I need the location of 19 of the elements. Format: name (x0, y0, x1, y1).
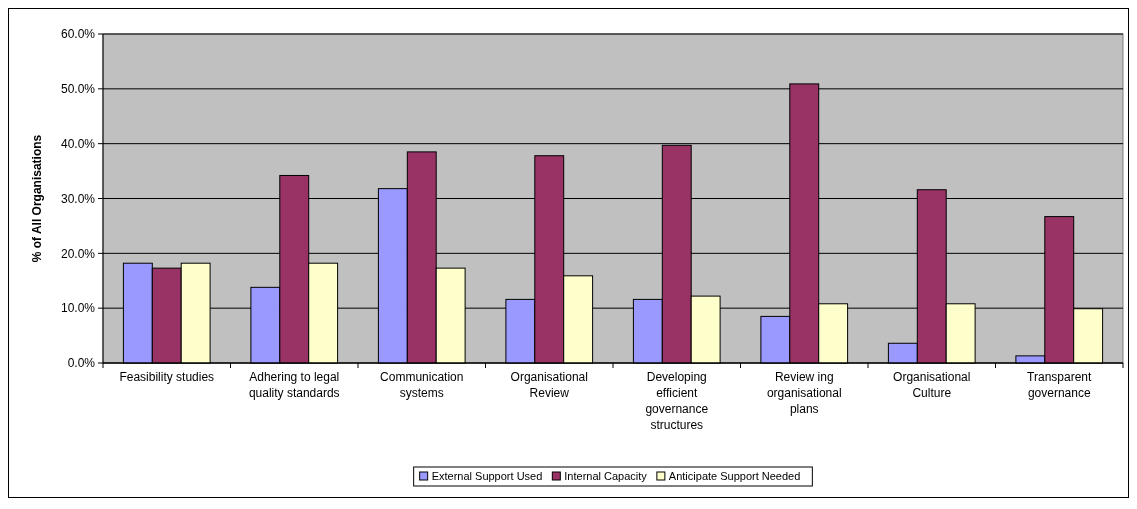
y-tick-label: 40.0% (60, 136, 96, 151)
x-tick-label: Developing efficient governance structures (645, 370, 709, 432)
x-tick-label: Feasibility studies (119, 370, 215, 384)
x-tick-label: Review ing organisational plans (766, 370, 842, 416)
x-tick-label: Organisational Review (510, 370, 588, 400)
legend-label: Internal Capacity (564, 469, 648, 482)
x-tick-label: Organisational Culture (893, 370, 971, 400)
y-tick-label: 30.0% (60, 191, 96, 206)
legend-label: External Support Used (431, 469, 543, 482)
y-tick-label: 20.0% (60, 246, 96, 261)
x-tick-label: Communication systems (380, 370, 464, 400)
y-tick-label: 50.0% (60, 82, 96, 97)
y-tick-label: 60.0% (60, 27, 96, 42)
x-tick-label: Transparent governance (1027, 370, 1093, 400)
y-tick-label: 10.0% (60, 301, 96, 316)
y-tick-label: 0.0% (67, 356, 96, 371)
y-axis-title: % of All Organisations (30, 134, 44, 263)
x-tick-label: Adhering to legal quality standards (248, 370, 340, 400)
legend-label: Anticipate Support Needed (668, 469, 801, 482)
